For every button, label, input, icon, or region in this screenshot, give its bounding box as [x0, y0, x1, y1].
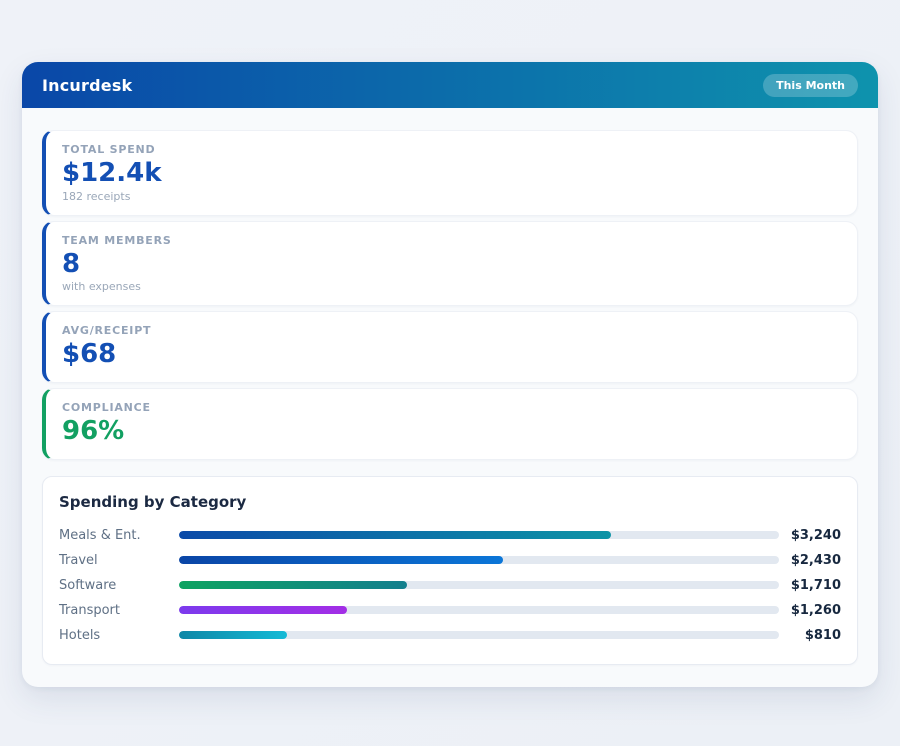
- bar-track: [179, 581, 779, 590]
- stat-card: COMPLIANCE 96%: [42, 388, 858, 460]
- category-value: $3,240: [790, 527, 841, 543]
- stat-label: TEAM MEMBERS: [62, 233, 172, 247]
- category-value: $1,710: [790, 577, 841, 593]
- bar-track: [179, 556, 779, 565]
- incurdesk-panel: Incurdesk This Month TOTAL SPEND $12.4k …: [22, 62, 878, 687]
- category-value: $2,430: [790, 552, 841, 568]
- app-header: Incurdesk This Month: [22, 62, 878, 108]
- bar-track: [179, 531, 779, 540]
- bar-track: [179, 631, 779, 640]
- stat-card: TOTAL SPEND $12.4k 182 receipts: [42, 130, 858, 216]
- panel-content: TOTAL SPEND $12.4k 182 receipts TEAM MEM…: [22, 108, 878, 687]
- stat-value: 96%: [62, 416, 125, 447]
- stat-value: $12.4k: [62, 158, 162, 188]
- stat-card: TEAM MEMBERS 8 with expenses: [42, 220, 858, 307]
- chart-row: Travel $2,430: [59, 548, 841, 573]
- stat-label: AVG/RECEIPT: [62, 324, 152, 338]
- category-label: Hotels: [59, 627, 101, 643]
- category-value: $1,260: [790, 602, 841, 618]
- bar-fill: [179, 581, 407, 590]
- chart-row: Software $1,710: [59, 573, 841, 598]
- category-label: Meals & Ent.: [59, 527, 141, 543]
- category-label: Travel: [59, 552, 98, 568]
- period-badge[interactable]: This Month: [763, 73, 858, 97]
- chart-row: Hotels $810: [59, 623, 841, 648]
- category-label: Transport: [59, 602, 121, 618]
- stats-list: TOTAL SPEND $12.4k 182 receipts TEAM MEM…: [42, 130, 858, 460]
- bar-fill: [179, 556, 503, 565]
- stat-subtext: with expenses: [62, 280, 141, 294]
- category-value: $810: [804, 627, 841, 643]
- category-label: Software: [59, 577, 117, 593]
- stat-value: $68: [62, 339, 117, 370]
- chart-row: Transport $1,260: [59, 598, 841, 623]
- stat-subtext: 182 receipts: [62, 189, 131, 203]
- bar-fill: [179, 531, 611, 540]
- chart-title: Spending by Category: [59, 492, 247, 511]
- bar-track: [179, 606, 779, 615]
- spending-chart-card: Spending by Category Meals & Ent. $3,240…: [42, 475, 858, 665]
- stat-label: TOTAL SPEND: [62, 143, 156, 156]
- bar-fill: [179, 631, 287, 640]
- bar-fill: [179, 606, 347, 615]
- stat-label: COMPLIANCE: [62, 401, 151, 415]
- stat-value: 8: [62, 248, 81, 279]
- chart-rows: Meals & Ent. $3,240 Travel $2,430 Softwa…: [59, 523, 841, 648]
- app-title: Incurdesk: [42, 75, 133, 95]
- stat-card: AVG/RECEIPT $68: [42, 311, 858, 384]
- chart-row: Meals & Ent. $3,240: [59, 523, 841, 548]
